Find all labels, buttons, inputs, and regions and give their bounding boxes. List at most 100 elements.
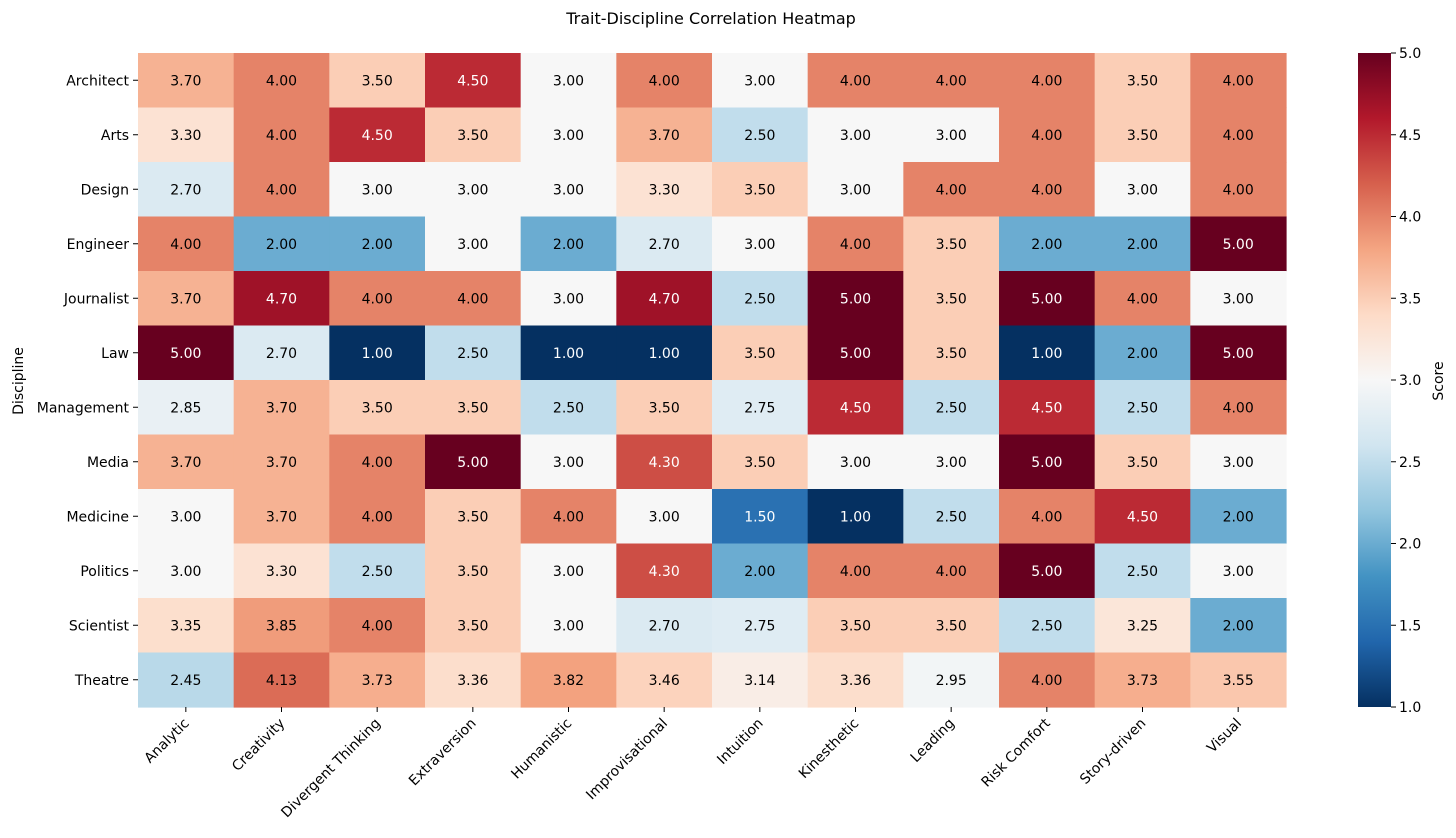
heatmap-cell-design-leading bbox=[903, 162, 1000, 218]
cell-value-label: 4.13 bbox=[266, 673, 297, 689]
cell-value-label: 3.50 bbox=[936, 237, 967, 253]
heatmap-cell-media-analytic bbox=[138, 434, 235, 490]
cell-value-label: 4.00 bbox=[266, 182, 297, 198]
heatmap-cell-management-divergent-thinking bbox=[329, 380, 426, 436]
heatmap-cell-medicine-creativity bbox=[233, 489, 330, 545]
heatmap-cell-engineer-extraversion bbox=[425, 216, 522, 272]
x-tick-label-humanistic: Humanistic bbox=[508, 716, 575, 783]
heatmap-cell-architect-extraversion bbox=[425, 53, 522, 109]
heatmap-cell-architect-humanistic bbox=[520, 53, 617, 109]
colorbar-tick-label: 1.0 bbox=[1399, 700, 1421, 716]
heatmap-cell-arts-kinesthetic bbox=[807, 107, 904, 163]
heatmap-cell-media-improvisational bbox=[616, 434, 713, 490]
x-tick-label-extraversion: Extraversion bbox=[406, 716, 480, 790]
heatmap-cell-design-analytic bbox=[138, 162, 235, 218]
cell-value-label: 2.50 bbox=[936, 509, 967, 525]
heatmap-cell-architect-divergent-thinking bbox=[329, 53, 426, 109]
heatmap-cell-media-kinesthetic bbox=[807, 434, 904, 490]
heatmap-cell-theatre-improvisational bbox=[616, 652, 713, 708]
heatmap-cell-theatre-kinesthetic bbox=[807, 652, 904, 708]
heatmap-cell-engineer-creativity bbox=[233, 216, 330, 272]
cell-value-label: 4.00 bbox=[1223, 73, 1254, 89]
heatmap-cell-architect-risk-comfort bbox=[999, 53, 1096, 109]
y-tick-label-journalist: Journalist bbox=[63, 291, 130, 307]
y-tick-label-medicine: Medicine bbox=[66, 509, 129, 525]
heatmap-cell-media-leading bbox=[903, 434, 1000, 490]
cell-value-label: 2.75 bbox=[744, 400, 775, 416]
colorbar-tick-label: 4.5 bbox=[1399, 128, 1421, 144]
heatmap-cell-arts-visual bbox=[1190, 107, 1287, 163]
heatmap-cell-design-divergent-thinking bbox=[329, 162, 426, 218]
heatmap-cell-media-risk-comfort bbox=[999, 434, 1096, 490]
heatmap-cell-management-leading bbox=[903, 380, 1000, 436]
heatmap-cell-law-leading bbox=[903, 325, 1000, 381]
heatmap-cell-theatre-visual bbox=[1190, 652, 1287, 708]
cell-value-label: 3.70 bbox=[266, 455, 297, 471]
cell-value-label: 3.50 bbox=[362, 73, 393, 89]
cell-value-label: 2.00 bbox=[553, 237, 584, 253]
colorbar-gradient bbox=[1358, 53, 1391, 707]
cell-value-label: 2.00 bbox=[1127, 346, 1158, 362]
heatmap-cell-scientist-visual bbox=[1190, 598, 1287, 654]
heatmap-cell-politics-divergent-thinking bbox=[329, 543, 426, 599]
cell-value-label: 3.50 bbox=[1127, 73, 1158, 89]
heatmap-cell-medicine-humanistic bbox=[520, 489, 617, 545]
heatmap-cell-design-story-driven bbox=[1094, 162, 1191, 218]
cell-value-label: 3.00 bbox=[553, 564, 584, 580]
cell-value-label: 3.50 bbox=[362, 400, 393, 416]
cell-value-label: 3.00 bbox=[840, 128, 871, 144]
cell-value-label: 3.30 bbox=[649, 182, 680, 198]
cell-value-label: 3.00 bbox=[744, 73, 775, 89]
x-tick-label-analytic: Analytic bbox=[142, 716, 193, 767]
cell-value-label: 4.00 bbox=[362, 509, 393, 525]
heatmap-cell-journalist-humanistic bbox=[520, 271, 617, 327]
cell-value-label: 3.00 bbox=[744, 237, 775, 253]
cell-value-label: 2.50 bbox=[936, 400, 967, 416]
x-tick-label-creativity: Creativity bbox=[229, 716, 288, 775]
heatmap-cell-journalist-creativity bbox=[233, 271, 330, 327]
cell-value-label: 4.00 bbox=[362, 455, 393, 471]
heatmap-cell-law-visual bbox=[1190, 325, 1287, 381]
cell-value-label: 3.35 bbox=[170, 618, 201, 634]
heatmap-cell-journalist-story-driven bbox=[1094, 271, 1191, 327]
cell-value-label: 4.00 bbox=[936, 73, 967, 89]
heatmap-cell-arts-improvisational bbox=[616, 107, 713, 163]
heatmap-cell-architect-improvisational bbox=[616, 53, 713, 109]
heatmap-cell-politics-extraversion bbox=[425, 543, 522, 599]
heatmap-cell-law-kinesthetic bbox=[807, 325, 904, 381]
cell-value-label: 4.50 bbox=[840, 400, 871, 416]
cell-value-label: 5.00 bbox=[840, 291, 871, 307]
heatmap-cell-media-story-driven bbox=[1094, 434, 1191, 490]
heatmap-cell-theatre-story-driven bbox=[1094, 652, 1191, 708]
cell-value-label: 1.00 bbox=[362, 346, 393, 362]
heatmap-cell-architect-leading bbox=[903, 53, 1000, 109]
cell-value-label: 1.00 bbox=[1031, 346, 1062, 362]
heatmap-cell-journalist-leading bbox=[903, 271, 1000, 327]
cell-value-label: 1.50 bbox=[744, 509, 775, 525]
cell-value-label: 4.00 bbox=[1223, 400, 1254, 416]
cell-value-label: 3.00 bbox=[553, 128, 584, 144]
heatmap-cell-media-extraversion bbox=[425, 434, 522, 490]
heatmap-cell-theatre-leading bbox=[903, 652, 1000, 708]
heatmap-cell-labels: 3.70 4.00 3.50 4.50 3.00 4.00 3.00 4.00 4.00 4.00… bbox=[170, 73, 1254, 689]
heatmap-cell-architect-visual bbox=[1190, 53, 1287, 109]
cell-value-label: 4.00 bbox=[936, 182, 967, 198]
cell-value-label: 3.50 bbox=[457, 564, 488, 580]
cell-value-label: 4.30 bbox=[649, 455, 680, 471]
cell-value-label: 3.00 bbox=[553, 618, 584, 634]
heatmap-cell-medicine-kinesthetic bbox=[807, 489, 904, 545]
y-tick-label-scientist: Scientist bbox=[69, 618, 130, 634]
cell-value-label: 5.00 bbox=[1223, 346, 1254, 362]
cell-value-label: 1.00 bbox=[649, 346, 680, 362]
heatmap-cell-engineer-risk-comfort bbox=[999, 216, 1096, 272]
colorbar: 1.0 1.5 2.0 2.5 3.0 3.5 4.0 4.5 5.0 bbox=[1358, 46, 1421, 716]
cell-value-label: 3.50 bbox=[936, 291, 967, 307]
cell-value-label: 3.00 bbox=[1223, 291, 1254, 307]
cell-value-label: 2.70 bbox=[649, 618, 680, 634]
cell-value-label: 3.00 bbox=[1127, 182, 1158, 198]
heatmap-cell-law-divergent-thinking bbox=[329, 325, 426, 381]
cell-value-label: 2.00 bbox=[1223, 509, 1254, 525]
heatmap-cell-scientist-humanistic bbox=[520, 598, 617, 654]
